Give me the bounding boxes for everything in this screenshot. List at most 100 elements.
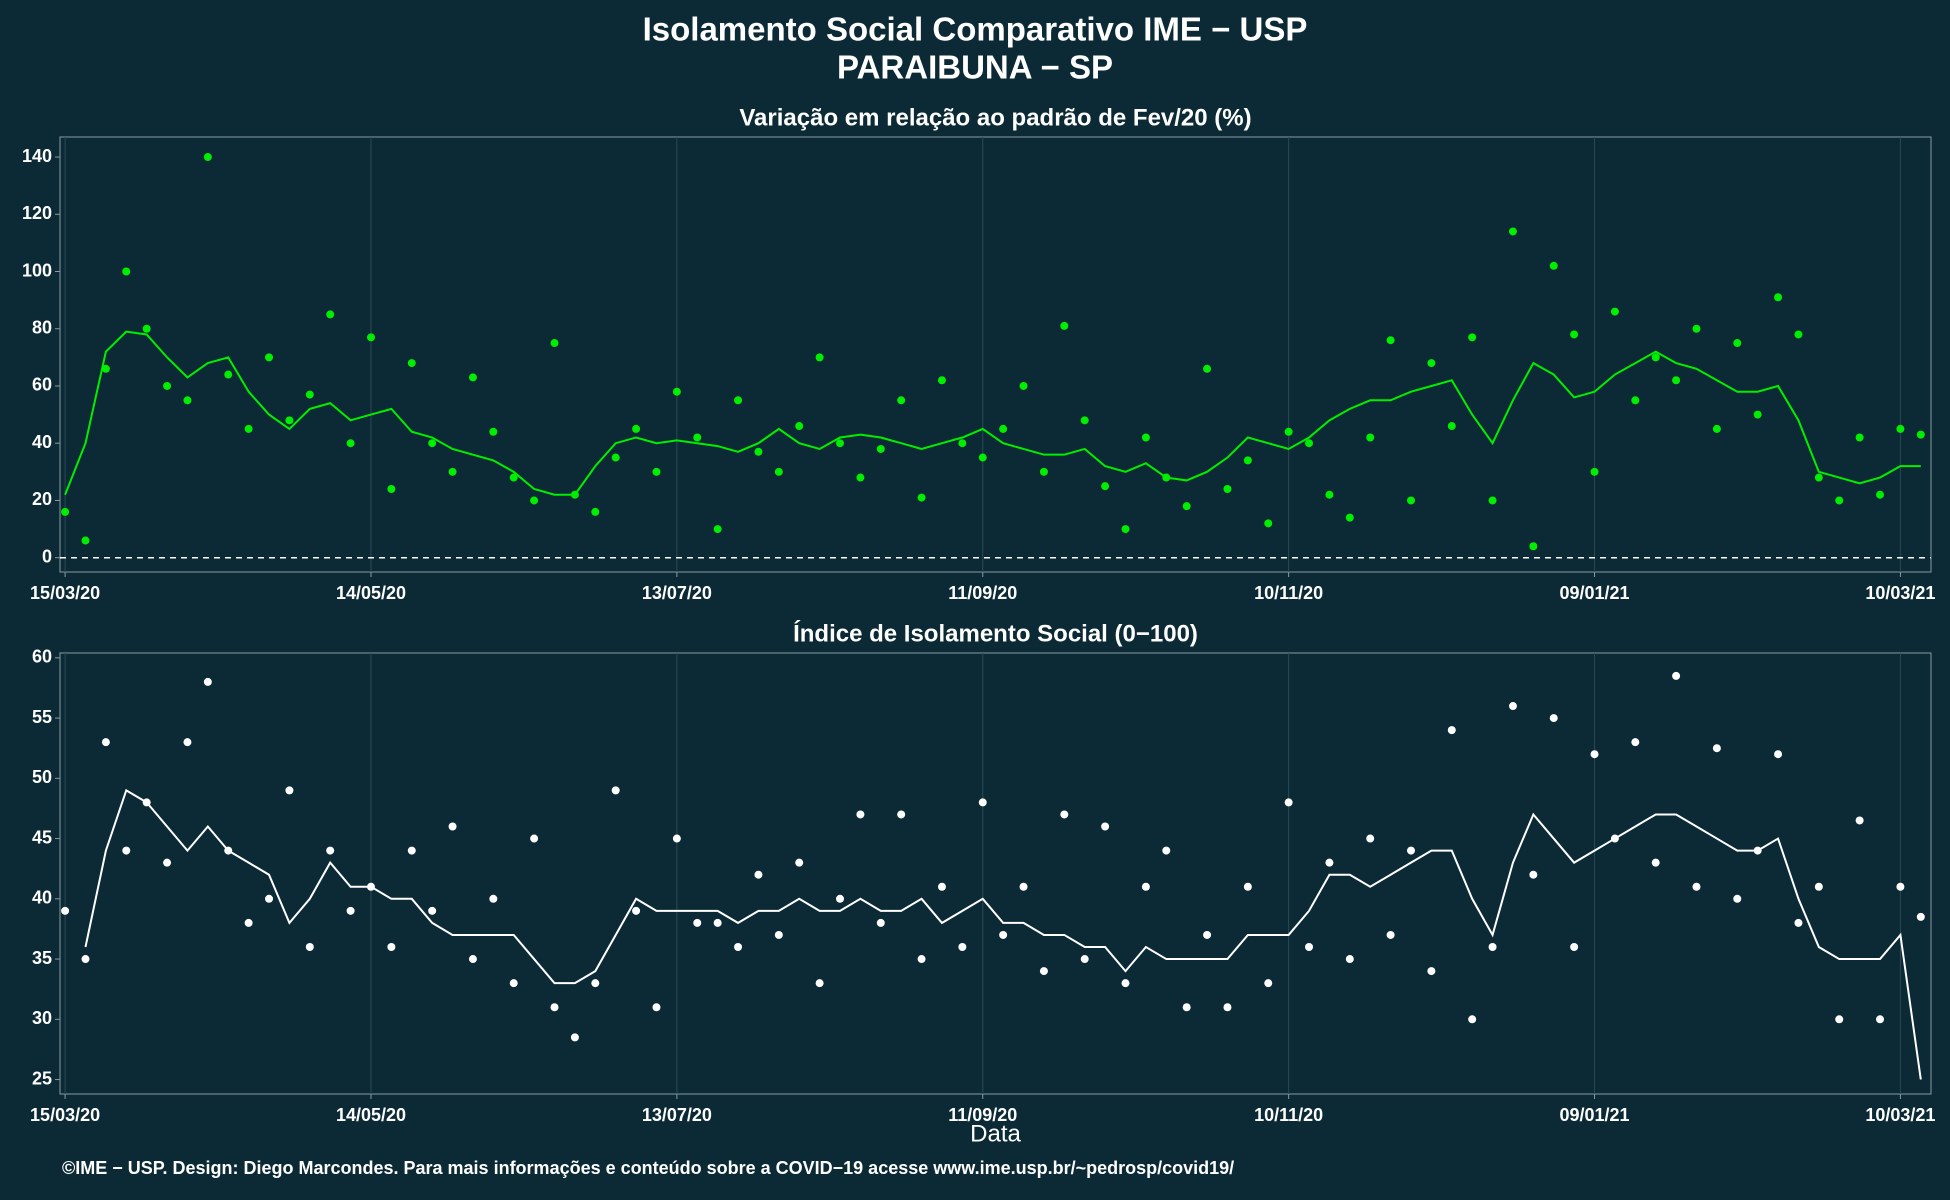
trend-line: [64, 330, 1921, 496]
data-point: [1672, 376, 1681, 385]
data-point: [1488, 496, 1497, 505]
chart-title: Isolamento Social Comparativo IME − USP: [643, 11, 1308, 48]
data-point: [815, 979, 824, 988]
data-point: [570, 1033, 579, 1042]
x-tick-label: 09/01/21: [1559, 1105, 1629, 1125]
data-point: [856, 810, 865, 819]
data-point: [1712, 744, 1721, 753]
data-point: [1896, 882, 1905, 891]
data-point: [1876, 1015, 1885, 1024]
data-point: [1243, 882, 1252, 891]
data-point: [81, 955, 90, 964]
data-point: [713, 525, 722, 534]
data-point: [999, 930, 1008, 939]
data-point: [387, 943, 396, 951]
y-tick-label: 140: [22, 146, 52, 166]
x-tick-label: 14/05/20: [336, 583, 406, 603]
data-point: [1182, 502, 1191, 511]
data-point: [1121, 525, 1130, 534]
data-point: [326, 310, 335, 319]
data-point: [652, 1003, 661, 1012]
data-point: [1162, 846, 1171, 855]
data-point: [1712, 424, 1721, 433]
x-axis-label: Data: [970, 1120, 1021, 1147]
y-tick-label: 60: [32, 647, 52, 667]
data-point: [1508, 702, 1517, 711]
data-point: [407, 846, 416, 855]
data-point: [122, 846, 131, 855]
plot-frame: [59, 652, 1932, 1095]
x-tick-label: 10/11/20: [1254, 583, 1323, 603]
panel-title: Variação em relação ao padrão de Fev/20 …: [739, 104, 1251, 131]
data-point: [1264, 979, 1273, 988]
data-point: [734, 943, 743, 951]
data-point: [999, 424, 1008, 433]
data-point: [203, 153, 212, 162]
data-point: [937, 882, 946, 891]
data-point: [1916, 912, 1925, 921]
data-point: [1814, 473, 1823, 482]
data-point: [1855, 816, 1864, 825]
data-point: [1305, 943, 1314, 951]
data-point: [1284, 798, 1293, 807]
data-point: [1529, 542, 1538, 551]
data-point: [1651, 858, 1660, 867]
data-point: [1039, 467, 1048, 476]
data-point: [1855, 433, 1864, 442]
data-point: [1794, 330, 1803, 339]
data-point: [1549, 261, 1558, 270]
y-tick-label: 100: [22, 260, 52, 280]
data-point: [244, 424, 253, 433]
data-point: [836, 894, 845, 903]
data-point: [1264, 519, 1273, 528]
data-point: [611, 453, 620, 462]
y-tick-label: 60: [32, 375, 52, 395]
y-tick-label: 35: [32, 948, 52, 968]
data-point: [937, 376, 946, 385]
plot-frame: [59, 136, 1932, 573]
data-point: [530, 496, 539, 505]
y-tick-label: 0: [42, 546, 52, 566]
data-point: [1019, 381, 1028, 390]
data-point: [1406, 496, 1415, 505]
data-point: [81, 536, 90, 545]
data-point: [978, 798, 987, 807]
data-point: [61, 906, 70, 915]
data-point: [1366, 433, 1375, 442]
data-point: [1325, 858, 1334, 867]
x-tick-label: 11/09/20: [948, 1105, 1017, 1125]
data-point: [428, 439, 437, 448]
data-point: [1305, 439, 1314, 448]
data-point: [1243, 456, 1252, 465]
data-point: [1753, 410, 1762, 419]
data-point: [326, 846, 335, 855]
data-point: [1488, 943, 1497, 951]
data-point: [1101, 822, 1110, 831]
data-point: [632, 424, 641, 433]
data-point: [836, 439, 845, 448]
data-point: [101, 738, 110, 747]
data-point: [468, 955, 477, 964]
data-point: [244, 918, 253, 927]
data-point: [1386, 336, 1395, 345]
data-point: [407, 359, 416, 368]
data-point: [1916, 430, 1925, 439]
data-point: [305, 390, 314, 399]
data-point: [1101, 482, 1110, 491]
data-point: [876, 444, 885, 453]
data-point: [958, 943, 967, 951]
data-point: [1692, 324, 1701, 333]
x-tick-label: 13/07/20: [642, 583, 712, 603]
data-point: [1835, 496, 1844, 505]
data-point: [978, 453, 987, 462]
data-point: [1814, 882, 1823, 891]
data-point: [468, 373, 477, 382]
data-point: [1080, 955, 1089, 964]
x-tick-label: 10/11/20: [1254, 1105, 1323, 1125]
data-point: [815, 353, 824, 362]
data-point: [1651, 353, 1660, 362]
panel-title: Índice de Isolamento Social (0−100): [793, 619, 1198, 647]
x-tick-label: 09/01/21: [1559, 583, 1629, 603]
x-tick-label: 15/03/20: [30, 583, 100, 603]
